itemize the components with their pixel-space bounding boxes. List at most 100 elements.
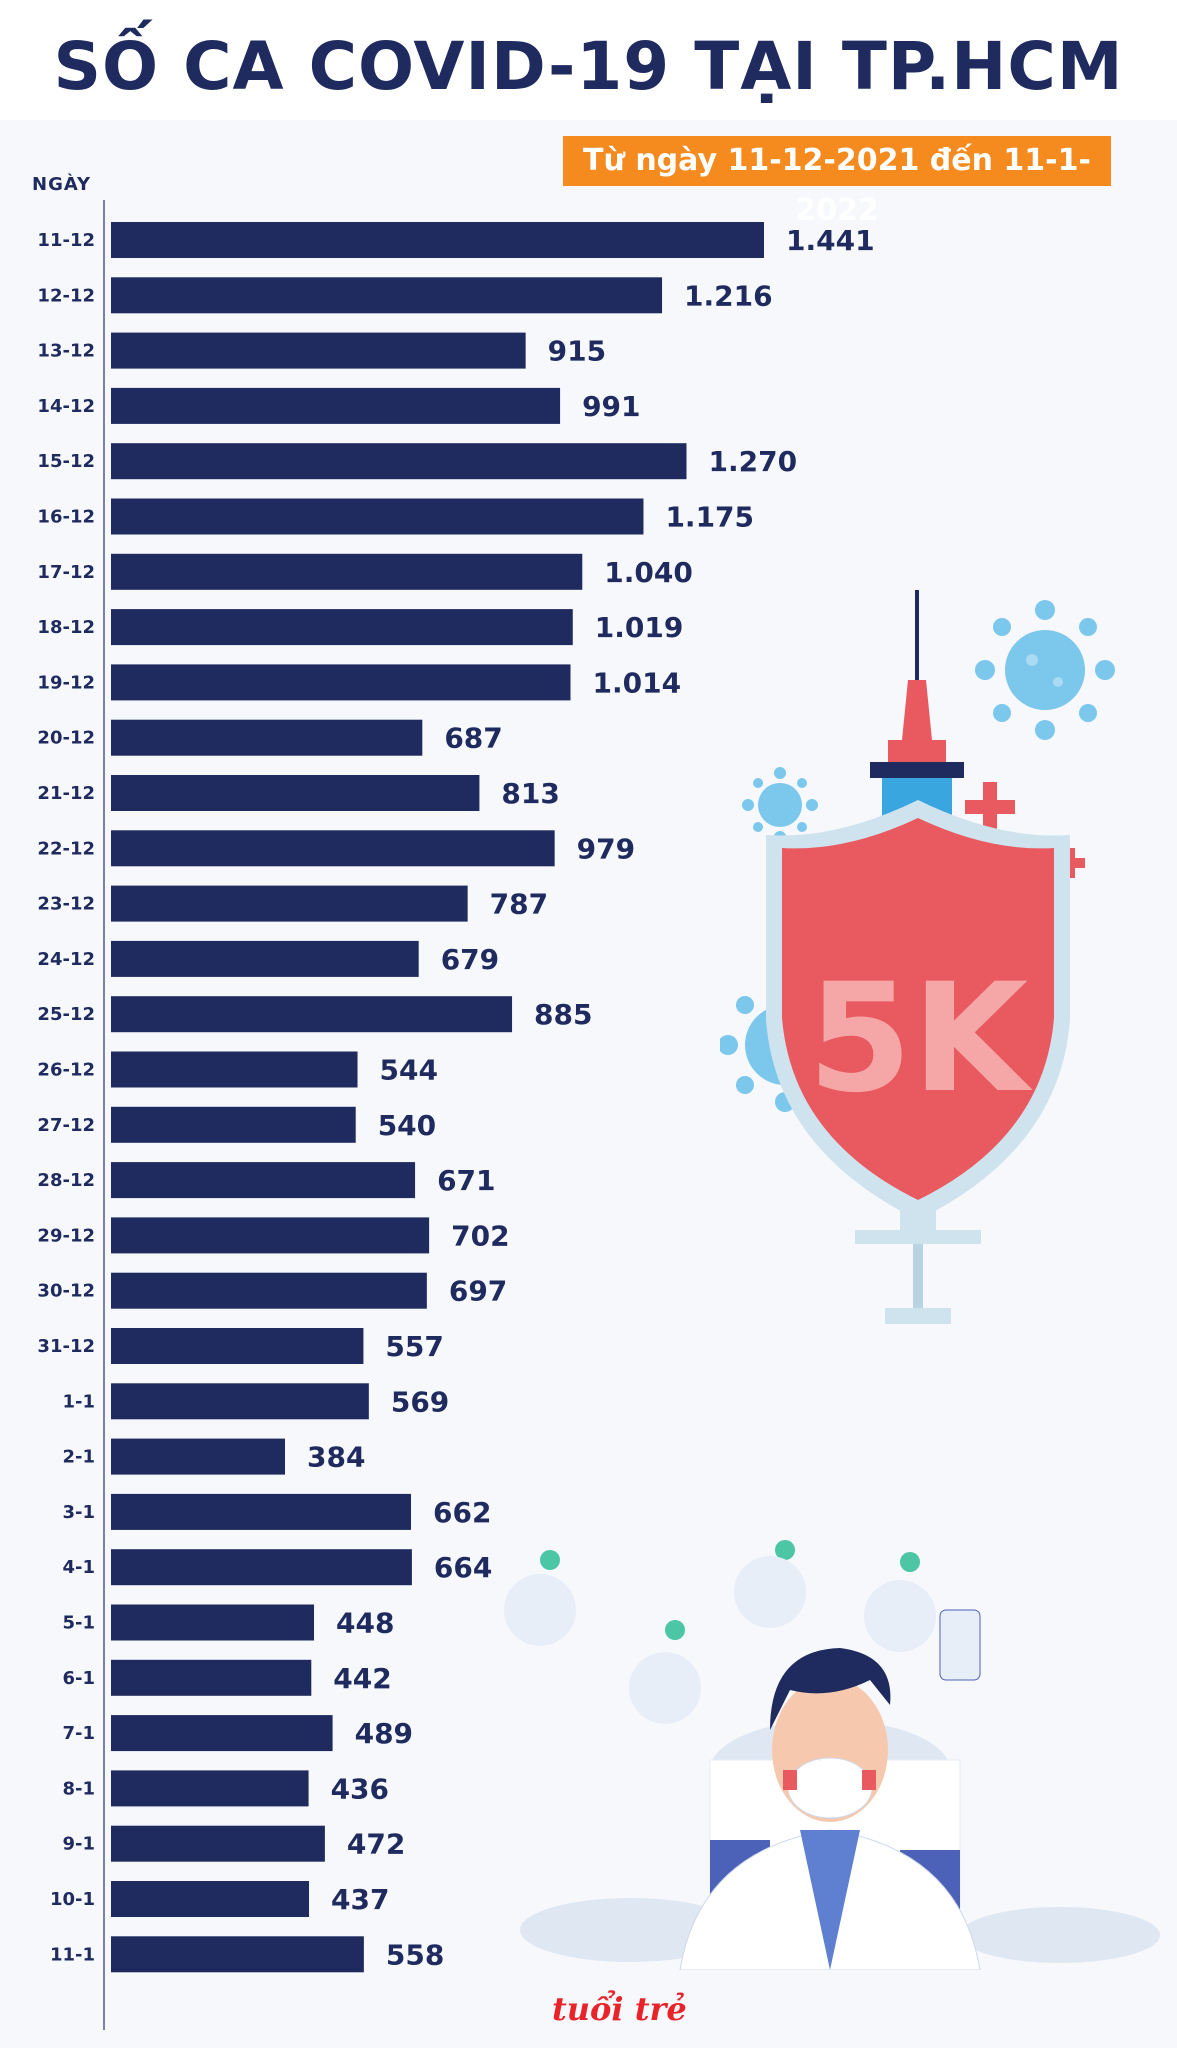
category-label: 3-1 bbox=[62, 1502, 95, 1523]
bar bbox=[111, 1383, 369, 1420]
bar bbox=[111, 1604, 315, 1641]
value-label: 540 bbox=[378, 1109, 436, 1142]
value-label: 697 bbox=[449, 1275, 507, 1308]
value-label: 885 bbox=[534, 998, 592, 1031]
category-label: 11-12 bbox=[37, 230, 95, 251]
axis-header: NGÀY bbox=[32, 174, 92, 195]
category-label: 17-12 bbox=[37, 562, 95, 583]
value-label: 991 bbox=[582, 390, 640, 423]
bar bbox=[111, 940, 419, 977]
bar bbox=[111, 277, 663, 314]
doctor-illustration bbox=[504, 1540, 1160, 1970]
bar bbox=[111, 885, 468, 922]
category-label: 9-1 bbox=[62, 1834, 95, 1855]
bar bbox=[111, 609, 573, 646]
value-label: 1.014 bbox=[593, 666, 682, 699]
category-label: 27-12 bbox=[37, 1115, 95, 1136]
bar bbox=[111, 1715, 333, 1752]
value-label: 489 bbox=[355, 1717, 413, 1750]
value-label: 679 bbox=[441, 943, 499, 976]
category-label: 18-12 bbox=[37, 617, 95, 638]
category-label: 31-12 bbox=[37, 1336, 95, 1357]
category-label: 30-12 bbox=[37, 1281, 95, 1302]
value-label: 1.019 bbox=[595, 611, 684, 644]
category-label: 7-1 bbox=[62, 1723, 95, 1744]
bar bbox=[111, 222, 764, 258]
bar bbox=[111, 387, 561, 424]
category-label: 22-12 bbox=[37, 838, 95, 859]
bar bbox=[111, 1162, 416, 1199]
doctor-icon bbox=[679, 1648, 981, 1970]
category-label: 26-12 bbox=[37, 1060, 95, 1081]
bar bbox=[111, 1272, 427, 1309]
bar bbox=[111, 1659, 312, 1696]
bar bbox=[111, 996, 513, 1033]
value-label: 472 bbox=[347, 1828, 405, 1861]
value-label: 442 bbox=[333, 1662, 391, 1695]
chart-title: SỐ CA COVID-19 TẠI TP.HCM bbox=[53, 28, 1124, 105]
value-label: 662 bbox=[433, 1496, 491, 1529]
value-label: 1.040 bbox=[604, 556, 693, 589]
value-label: 384 bbox=[307, 1441, 365, 1474]
category-label: 29-12 bbox=[37, 1225, 95, 1246]
value-label: 664 bbox=[434, 1551, 492, 1584]
category-label: 23-12 bbox=[37, 894, 95, 915]
category-label: 13-12 bbox=[37, 341, 95, 362]
value-label: 787 bbox=[490, 888, 548, 921]
bar bbox=[111, 719, 423, 756]
value-label: 979 bbox=[577, 832, 635, 865]
value-label: 436 bbox=[331, 1772, 389, 1805]
value-label: 702 bbox=[451, 1219, 509, 1252]
shield-text: 5K bbox=[808, 952, 1033, 1126]
category-label: 2-1 bbox=[62, 1447, 95, 1468]
category-label: 11-1 bbox=[50, 1944, 95, 1965]
bar bbox=[111, 443, 687, 480]
bar bbox=[111, 1328, 364, 1364]
category-label: 19-12 bbox=[37, 672, 95, 693]
virus-icon bbox=[975, 600, 1115, 740]
value-label: 687 bbox=[444, 722, 502, 755]
bar bbox=[111, 1881, 310, 1917]
value-label: 1.216 bbox=[684, 279, 773, 312]
category-label: 6-1 bbox=[62, 1668, 95, 1689]
value-label: 915 bbox=[548, 335, 606, 368]
bar bbox=[111, 553, 583, 590]
value-label: 1.441 bbox=[786, 224, 875, 257]
bar bbox=[111, 498, 644, 535]
category-label: 12-12 bbox=[37, 285, 95, 306]
category-label: 5-1 bbox=[62, 1613, 95, 1634]
bar bbox=[111, 775, 480, 811]
bar bbox=[111, 1106, 356, 1143]
logo-text: tuổi trẻ bbox=[552, 1990, 687, 2028]
date-range-badge: Từ ngày 11-12-2021 đến 11-1-2022 bbox=[563, 136, 1111, 228]
bar bbox=[111, 664, 571, 701]
category-label: 14-12 bbox=[37, 396, 95, 417]
category-label: 1-1 bbox=[62, 1391, 95, 1412]
category-label: 21-12 bbox=[37, 783, 95, 804]
bar bbox=[111, 1825, 325, 1862]
bar bbox=[111, 1438, 286, 1475]
bar bbox=[111, 332, 526, 369]
people-icon bbox=[504, 1556, 981, 1761]
y-axis-line bbox=[103, 200, 105, 2030]
value-label: 569 bbox=[391, 1385, 449, 1418]
bar bbox=[111, 1051, 358, 1088]
virus-icon bbox=[742, 767, 818, 843]
value-label: 544 bbox=[380, 1054, 438, 1087]
value-label: 813 bbox=[501, 777, 559, 810]
shield-icon: 5K bbox=[766, 800, 1070, 1220]
category-label: 10-1 bbox=[50, 1889, 95, 1910]
category-label: 25-12 bbox=[37, 1004, 95, 1025]
category-label: 16-12 bbox=[37, 507, 95, 528]
value-label: 671 bbox=[437, 1164, 495, 1197]
bar bbox=[111, 1936, 364, 1973]
value-label: 557 bbox=[385, 1330, 443, 1363]
bar bbox=[111, 1549, 412, 1586]
bar bbox=[111, 1493, 411, 1530]
vaccine-shield-illustration: 5K bbox=[720, 590, 1115, 1324]
bar bbox=[111, 1217, 430, 1254]
category-label: 8-1 bbox=[62, 1778, 95, 1799]
brand-logo: tuổi trẻ bbox=[552, 1990, 687, 2028]
bar bbox=[111, 830, 555, 867]
bar bbox=[111, 1770, 309, 1807]
